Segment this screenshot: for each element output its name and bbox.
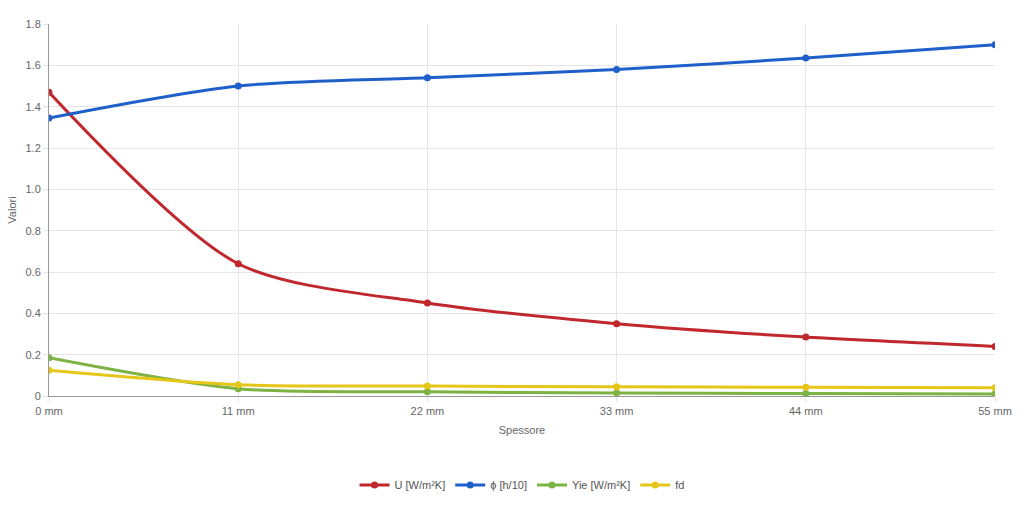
svg-text:1.2: 1.2 — [26, 142, 41, 154]
svg-text:0: 0 — [35, 390, 41, 402]
svg-text:1.0: 1.0 — [26, 183, 41, 195]
svg-text:22 mm: 22 mm — [411, 405, 445, 417]
svg-text:0.6: 0.6 — [26, 266, 41, 278]
svg-text:1.8: 1.8 — [26, 18, 41, 30]
svg-text:55 mm: 55 mm — [978, 405, 1012, 417]
svg-text:11 mm: 11 mm — [222, 405, 255, 417]
svg-text:Valori: Valori — [6, 196, 18, 223]
svg-text:44 mm: 44 mm — [789, 405, 823, 417]
svg-text:fd: fd — [675, 479, 684, 491]
svg-text:1.6: 1.6 — [26, 59, 41, 71]
svg-text:1.4: 1.4 — [26, 101, 41, 113]
svg-text:Yie [W/m²K]: Yie [W/m²K] — [572, 479, 630, 491]
svg-text:0.4: 0.4 — [26, 307, 41, 319]
svg-text:U [W/m²K]: U [W/m²K] — [395, 479, 446, 491]
svg-text:0.8: 0.8 — [26, 225, 41, 237]
svg-text:0.2: 0.2 — [26, 349, 41, 361]
svg-text:ϕ [h/10]: ϕ [h/10] — [490, 479, 527, 491]
svg-text:0 mm: 0 mm — [35, 405, 63, 417]
svg-text:Spessore: Spessore — [499, 424, 545, 436]
svg-text:33 mm: 33 mm — [600, 405, 634, 417]
